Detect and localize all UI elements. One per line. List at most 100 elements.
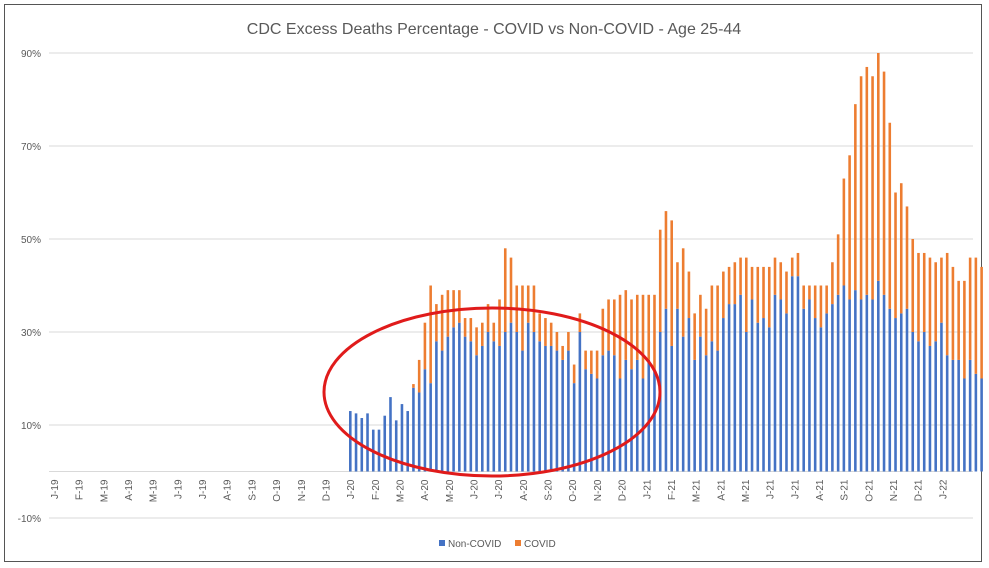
bar-non-covid [544, 345, 547, 472]
bar-non-covid [710, 341, 714, 472]
bar-covid [739, 257, 742, 295]
bar-non-covid [572, 383, 576, 472]
legend-label-non-covid: Non-COVID [448, 539, 501, 550]
bar-covid [888, 122, 892, 309]
bar-covid [595, 350, 599, 379]
bar-non-covid [756, 322, 760, 472]
y-tick-label: 70% [21, 142, 41, 153]
bar-covid [630, 299, 633, 370]
x-tick-label: F-20 [371, 479, 382, 500]
bar-non-covid [676, 308, 679, 472]
bar-non-covid [400, 404, 404, 472]
bar-covid [492, 322, 496, 342]
bar-covid [435, 304, 438, 342]
bar-covid [572, 364, 576, 384]
bar-covid [756, 266, 760, 323]
bar-non-covid [458, 322, 461, 472]
x-tick-label: J-21 [790, 479, 801, 499]
legend: Non-COVID COVID [439, 539, 556, 550]
bar-covid [624, 290, 628, 360]
bar-non-covid [727, 304, 731, 472]
bar-covid [486, 304, 490, 332]
bar-covid [808, 285, 811, 300]
bar-non-covid [790, 276, 794, 472]
bar-covid [561, 345, 564, 360]
bar-non-covid [607, 350, 610, 472]
bar-non-covid [831, 304, 834, 472]
bar-non-covid [366, 413, 369, 472]
bar-covid [647, 294, 651, 360]
bar-non-covid [905, 308, 909, 472]
bar-covid [676, 262, 679, 309]
bar-covid [951, 266, 955, 360]
bar-covid [538, 313, 541, 342]
bar-non-covid [578, 332, 582, 472]
bar-covid [894, 192, 897, 319]
bar-covid [641, 294, 645, 379]
bar-non-covid [699, 336, 702, 472]
bar-covid [773, 257, 777, 295]
bar-covid [567, 332, 570, 351]
bar-non-covid [630, 369, 633, 472]
x-tick-label: J-19 [173, 479, 184, 499]
bar-non-covid [785, 313, 788, 472]
bar-covid [716, 285, 719, 351]
bar-covid [704, 308, 708, 356]
bar-covid [762, 266, 765, 319]
bar-non-covid [859, 299, 863, 472]
x-tick-label: D-20 [618, 479, 629, 501]
x-tick-label: N-21 [889, 479, 900, 501]
bar-non-covid [779, 299, 783, 472]
legend-swatch-covid [515, 540, 521, 546]
bar-non-covid [928, 345, 932, 472]
bar-non-covid [509, 322, 513, 472]
bar-non-covid [481, 345, 484, 472]
bar-non-covid [440, 350, 444, 472]
x-tick-label: A-20 [519, 479, 530, 501]
bar-non-covid [383, 415, 387, 472]
x-tick-label: F-19 [75, 479, 86, 500]
bar-non-covid [722, 318, 725, 472]
bar-covid [750, 266, 754, 300]
x-tick-label: J-19 [198, 479, 209, 499]
bar-non-covid [526, 322, 530, 472]
bar-non-covid [532, 332, 536, 472]
x-tick-label: S-21 [840, 479, 851, 501]
y-axis-ticks: -10% 10% 30% 50% 70% 90% [18, 49, 41, 525]
bar-covid [790, 257, 794, 277]
bar-non-covid [521, 350, 524, 472]
bar-covid [417, 359, 421, 393]
bar-non-covid [394, 420, 398, 472]
bar-covid [825, 285, 828, 314]
bar-non-covid [957, 359, 960, 472]
bar-covid [940, 257, 943, 323]
bar-non-covid [429, 383, 432, 472]
bar-non-covid [865, 294, 869, 472]
bar-covid [848, 155, 851, 300]
bar-covid [635, 294, 639, 360]
bar-non-covid [595, 378, 599, 472]
bar-covid [521, 285, 524, 351]
bar-non-covid [590, 373, 593, 472]
bar-covid [710, 285, 714, 342]
bar-non-covid [417, 392, 421, 472]
bar-non-covid [911, 332, 915, 472]
bar-non-covid [635, 359, 639, 472]
bar-non-covid [584, 369, 587, 472]
bar-non-covid [716, 350, 719, 472]
bar-non-covid [951, 359, 955, 472]
bar-non-covid [808, 299, 811, 472]
bar-non-covid [641, 378, 645, 472]
x-tick-label: A-21 [716, 479, 727, 501]
bar-non-covid [463, 336, 467, 472]
x-tick-label: O-21 [864, 479, 875, 502]
bar-covid [549, 322, 553, 346]
bar-non-covid [492, 341, 496, 472]
bar-covid [503, 248, 507, 332]
x-tick-label: S-19 [247, 479, 258, 501]
x-tick-label: A-20 [420, 479, 431, 501]
bar-covid [785, 271, 788, 314]
bar-covid [842, 178, 846, 286]
bar-non-covid [601, 355, 605, 472]
bar-covid [440, 294, 444, 351]
